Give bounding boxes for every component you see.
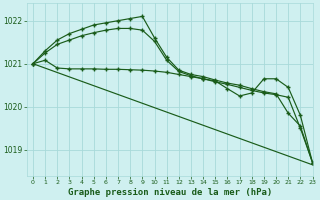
X-axis label: Graphe pression niveau de la mer (hPa): Graphe pression niveau de la mer (hPa)	[68, 188, 272, 197]
